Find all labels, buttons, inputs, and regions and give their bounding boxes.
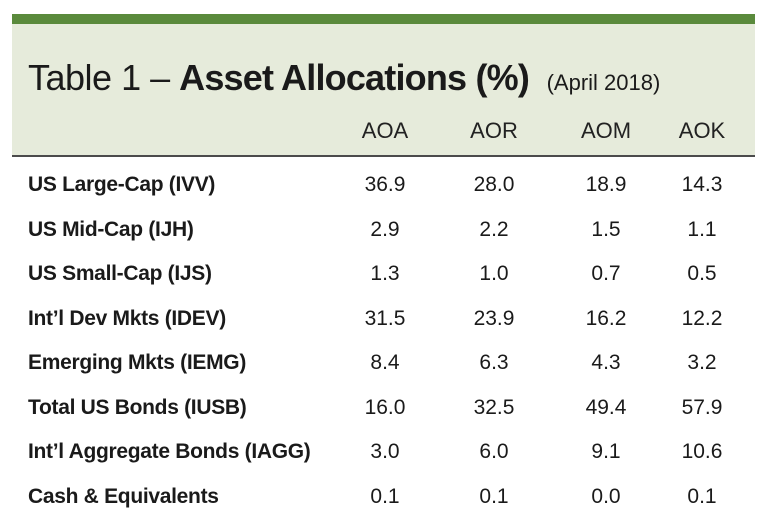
table-row: Int’l Aggregate Bonds (IAGG) 3.0 6.0 9.1 10.… [12, 431, 755, 475]
row-label: Int’l Dev Mkts (IDEV) [28, 306, 226, 330]
row-label: Int’l Aggregate Bonds (IAGG) [28, 440, 311, 463]
table-cell: 14.3 [681, 173, 723, 196]
table-header: Table 1 – Asset Allocations (%) (April 2… [12, 24, 755, 155]
column-header-aom: AOM [580, 118, 632, 143]
table-cell: 0.0 [591, 484, 621, 508]
row-label: Total US Bonds (IUSB) [28, 395, 247, 419]
row-label: Cash & Equivalents [28, 484, 219, 508]
row-label: US Large-Cap (IVV) [28, 173, 216, 196]
row-label: Emerging Mkts (IEMG) [28, 351, 247, 374]
table-cell: 2.9 [370, 217, 400, 241]
accent-bar [12, 14, 755, 24]
table-cell: 18.9 [585, 173, 627, 196]
table-row: US Mid-Cap (IJH) 2.9 2.2 1.5 1.1 [12, 209, 755, 253]
table-row: Total US Bonds (IUSB) 16.0 32.5 49.4 57.9 [12, 387, 755, 431]
column-header-aok: AOK [678, 118, 726, 143]
table-cell: 0.1 [370, 484, 400, 508]
table-cell: 1.3 [370, 262, 400, 285]
column-header-aor: AOR [470, 118, 518, 143]
table-row: US Large-Cap (IVV) 36.9 28.0 18.9 14.3 [12, 164, 755, 208]
title-date: (April 2018) [546, 70, 661, 95]
table-cell: 9.1 [591, 440, 621, 463]
table-cell: 57.9 [681, 395, 723, 419]
table-cell: 6.0 [479, 440, 509, 463]
table-cell: 23.9 [473, 306, 515, 330]
table-title: Table 1 – Asset Allocations (%) (April 2… [28, 58, 660, 103]
table-row: Emerging Mkts (IEMG) 8.4 6.3 4.3 3.2 [12, 342, 755, 386]
table-cell: 1.1 [687, 217, 717, 241]
table-cell: 0.1 [687, 484, 717, 508]
row-label: US Mid-Cap (IJH) [28, 217, 194, 241]
table-cell: 1.5 [591, 217, 621, 241]
table-cell: 32.5 [473, 395, 515, 419]
table-cell: 2.2 [479, 217, 509, 241]
table-cell: 36.9 [364, 173, 406, 196]
table-cell: 28.0 [473, 173, 515, 196]
table-row: Cash & Equivalents 0.1 0.1 0.0 0.1 [12, 476, 755, 520]
table-cell: 16.2 [585, 306, 627, 330]
table-cell: 49.4 [585, 395, 627, 419]
table-cell: 6.3 [479, 351, 509, 374]
title-prefix: Table 1 – [28, 57, 170, 98]
table-panel: Table 1 – Asset Allocations (%) (April 2… [12, 14, 755, 526]
table-cell: 3.0 [370, 440, 400, 463]
table-cell: 10.6 [681, 440, 723, 463]
title-main: Asset Allocations (%) [179, 57, 530, 98]
table-row: Int’l Dev Mkts (IDEV) 31.5 23.9 16.2 12.2 [12, 298, 755, 342]
table-cell: 8.4 [370, 351, 400, 374]
table-cell: 0.1 [479, 484, 509, 508]
table-cell: 16.0 [364, 395, 406, 419]
header-divider [12, 155, 755, 157]
table-cell: 3.2 [687, 351, 717, 374]
table-cell: 12.2 [681, 306, 723, 330]
table-cell: 31.5 [364, 306, 406, 330]
table-row: US Small-Cap (IJS) 1.3 1.0 0.7 0.5 [12, 253, 755, 297]
table-cell: 1.0 [479, 262, 509, 285]
column-header-aoa: AOA [361, 118, 409, 143]
table-cell: 0.7 [591, 262, 621, 285]
table-cell: 0.5 [687, 262, 717, 285]
row-label: US Small-Cap (IJS) [28, 262, 212, 285]
table-cell: 4.3 [591, 351, 621, 374]
